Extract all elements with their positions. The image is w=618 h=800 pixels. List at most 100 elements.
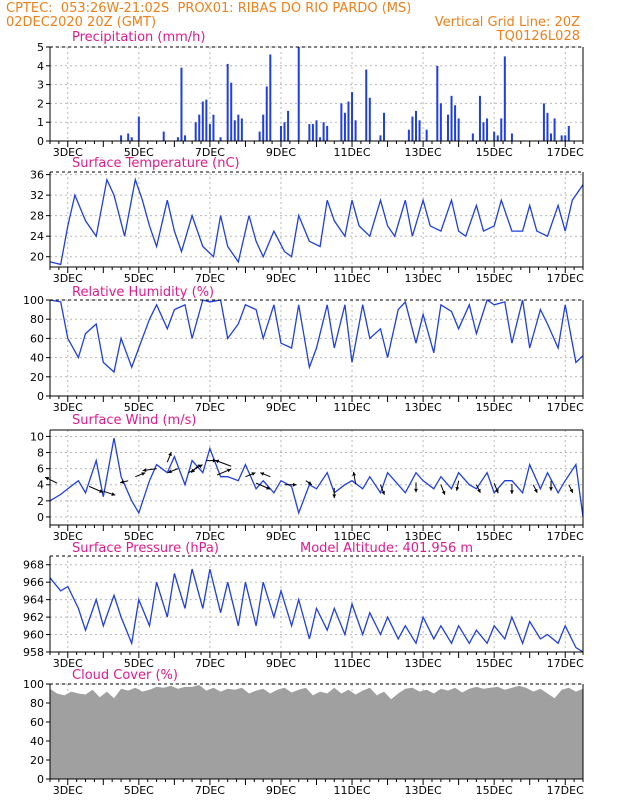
precip-bar: [205, 99, 208, 141]
precip-bar: [265, 86, 268, 141]
precip-bar: [500, 118, 503, 141]
precip-bar: [486, 118, 489, 141]
precip-bar: [311, 124, 314, 141]
precip-bar: [379, 135, 382, 141]
wind-arrow-head: [191, 468, 196, 473]
precip-bar: [269, 54, 272, 141]
x-tick-label: 13DEC: [405, 272, 442, 285]
wind-arrow-head: [120, 480, 125, 484]
precip-bar: [180, 67, 183, 141]
precip-bar: [208, 124, 211, 141]
x-tick-label: 3DEC: [53, 530, 83, 543]
precip-bar: [564, 135, 567, 141]
x-tick-label: 15DEC: [476, 401, 513, 414]
y-tick-label: 8: [37, 447, 44, 460]
precip-bar: [137, 116, 140, 141]
panel-subtitle: Model Altitude: 401.956 m: [300, 541, 473, 556]
precip-bar: [162, 131, 165, 141]
precip-bar: [297, 47, 300, 141]
header-station-line: CPTEC: 053:26W-21:02S PROX01: RIBAS DO R…: [6, 1, 412, 16]
y-tick-label: 24: [30, 230, 44, 243]
precip-bar: [233, 120, 236, 141]
precip-bar: [194, 122, 197, 141]
y-tick-label: 32: [30, 189, 44, 202]
wind-arrow-head: [251, 472, 256, 476]
precip-bar: [322, 122, 325, 141]
y-tick-label: 40: [30, 735, 44, 748]
y-tick-label: 60: [30, 332, 44, 345]
wind-arrow-head: [142, 468, 147, 473]
wind-arrow-head: [381, 490, 385, 495]
y-tick-label: 1: [37, 116, 44, 129]
x-tick-label: 11DEC: [333, 146, 370, 159]
y-tick-label: 0: [37, 390, 44, 403]
panel-title: Precipitation (mm/h): [72, 30, 205, 45]
precip-bar: [347, 101, 350, 141]
precip-bar: [120, 135, 123, 141]
series-line: [49, 298, 584, 374]
x-tick-label: 3DEC: [53, 401, 83, 414]
x-tick-label: 13DEC: [405, 401, 442, 414]
wind-arrow-head: [549, 487, 553, 491]
precip-bar: [201, 101, 204, 141]
precip-bar: [354, 120, 357, 141]
precip-bar: [368, 97, 371, 141]
wind-arrow-head: [45, 476, 50, 481]
precip-bar: [283, 122, 286, 141]
precip-bar: [446, 114, 449, 141]
x-tick-label: 3DEC: [53, 272, 83, 285]
precip-bar: [450, 95, 453, 141]
x-tick-label: 3DEC: [53, 657, 83, 670]
y-tick-label: 962: [23, 611, 44, 624]
x-tick-label: 11DEC: [333, 530, 370, 543]
x-tick-label: 3DEC: [53, 146, 83, 159]
x-tick-label: 7DEC: [195, 146, 225, 159]
precip-bar: [226, 63, 229, 141]
header-grid-note: Vertical Grid Line: 20Z: [434, 15, 580, 30]
precip-bar: [478, 95, 481, 141]
precip-bar: [471, 133, 474, 141]
y-tick-label: 80: [30, 313, 44, 326]
precip-bar: [496, 135, 499, 141]
precip-bar: [503, 56, 506, 141]
x-tick-label: 11DEC: [333, 657, 370, 670]
panel-title: Relative Humidity (%): [72, 285, 214, 300]
x-tick-label: 13DEC: [405, 784, 442, 797]
x-tick-label: 5DEC: [124, 401, 154, 414]
y-tick-label: 2: [37, 495, 44, 508]
precip-bar: [326, 125, 329, 141]
x-tick-label: 9DEC: [266, 784, 296, 797]
precip-bar: [457, 118, 460, 141]
precip-bar: [340, 103, 343, 141]
precip-bar: [351, 92, 354, 141]
precip-bar: [240, 118, 243, 141]
x-tick-label: 11DEC: [333, 784, 370, 797]
x-tick-label: 5DEC: [124, 146, 154, 159]
precip-bar: [365, 69, 368, 141]
y-tick-label: 0: [37, 773, 44, 786]
cloud-cover-area: [50, 685, 583, 779]
x-tick-label: 3DEC: [53, 784, 83, 797]
wind-arrow-head: [215, 459, 220, 464]
wind-arrow-head: [569, 488, 573, 493]
wind-arrow-head: [352, 471, 357, 476]
precip-bar: [546, 112, 549, 141]
precip-bar: [315, 120, 318, 141]
wind-arrow-head: [414, 488, 418, 493]
precip-bar: [219, 137, 222, 141]
y-tick-label: 4: [37, 479, 44, 492]
y-tick-label: 0: [37, 511, 44, 524]
precip-bar: [262, 114, 265, 141]
y-tick-label: 2: [37, 97, 44, 110]
precip-bar: [439, 103, 442, 141]
x-tick-label: 15DEC: [476, 530, 513, 543]
precip-bar: [418, 120, 421, 141]
precip-bar: [436, 65, 439, 141]
precip-bar: [411, 116, 414, 141]
header-model-id: TQ0126L028: [496, 29, 580, 44]
x-tick-label: 15DEC: [476, 146, 513, 159]
y-tick-label: 10: [30, 430, 44, 443]
y-tick-label: 20: [30, 754, 44, 767]
precip-bar: [425, 129, 428, 141]
x-tick-label: 17DEC: [547, 657, 584, 670]
